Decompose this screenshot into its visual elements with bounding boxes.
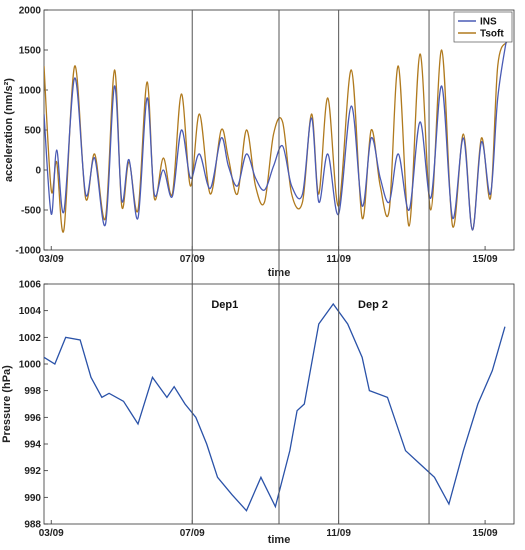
deployment-1-highlight-box <box>191 9 280 525</box>
pressure-x-tick-label: 07/09 <box>180 528 205 539</box>
acceleration-y-ticks: -1000 -500 0 500 1000 1500 2000 <box>15 6 48 257</box>
annotation-dep1: Dep1 <box>211 299 238 311</box>
pressure-series-line <box>44 302 506 512</box>
tsoft-series-line <box>44 41 508 233</box>
acceleration-y-tick-label: 1000 <box>19 86 42 97</box>
pressure-y-tick-label: 1004 <box>19 306 42 317</box>
pressure-y-tick-label: 990 <box>24 493 41 504</box>
pressure-x-tick-label: 03/09 <box>39 528 64 539</box>
pressure-y-tick-label: 1006 <box>19 280 42 291</box>
pressure-y-tick-label: 998 <box>24 386 41 397</box>
legend-label-tsoft: Tsoft <box>480 29 504 40</box>
legend: INS Tsoft <box>453 11 513 43</box>
pressure-x-tick-label: 15/09 <box>473 528 498 539</box>
acceleration-y-tick-label: 0 <box>35 166 41 177</box>
deployment-2-highlight-box <box>338 9 430 525</box>
pressure-y-tick-label: 996 <box>24 413 41 424</box>
pressure-x-tick-label: 11/09 <box>326 528 351 539</box>
pressure-series <box>44 302 506 512</box>
pressure-y-tick-label: 1002 <box>19 333 42 344</box>
pressure-y-tick-label: 992 <box>24 466 41 477</box>
acceleration-x-tick-label: 15/09 <box>473 254 498 265</box>
pressure-panel: 988 990 992 994 996 998 1000 1002 1004 1006 03/09… <box>1 280 515 546</box>
acceleration-y-axis-label: acceleration (nm/s²) <box>3 78 15 182</box>
acceleration-y-tick-label: 1500 <box>19 46 42 57</box>
pressure-x-axis-label: time <box>268 534 291 546</box>
legend-label-ins: INS <box>480 17 497 28</box>
pressure-y-tick-label: 988 <box>24 520 41 531</box>
legend-box <box>453 11 513 43</box>
pressure-y-ticks: 988 990 992 994 996 998 1000 1002 1004 1006 <box>19 280 48 531</box>
pressure-y-axis-label: Pressure (hPa) <box>1 365 13 443</box>
ins-series-line <box>44 37 508 231</box>
annotation-dep2: Dep 2 <box>358 299 388 311</box>
pressure-y-tick-label: 1000 <box>19 360 42 371</box>
acceleration-series <box>44 37 508 233</box>
acceleration-y-tick-label: 2000 <box>19 6 42 17</box>
acceleration-y-tick-label: -1000 <box>15 246 41 257</box>
pressure-y-tick-label: 994 <box>24 440 41 451</box>
acceleration-x-tick-label: 03/09 <box>39 254 64 265</box>
acceleration-y-tick-label: 500 <box>24 126 41 137</box>
acceleration-y-tick-label: -500 <box>21 206 41 217</box>
